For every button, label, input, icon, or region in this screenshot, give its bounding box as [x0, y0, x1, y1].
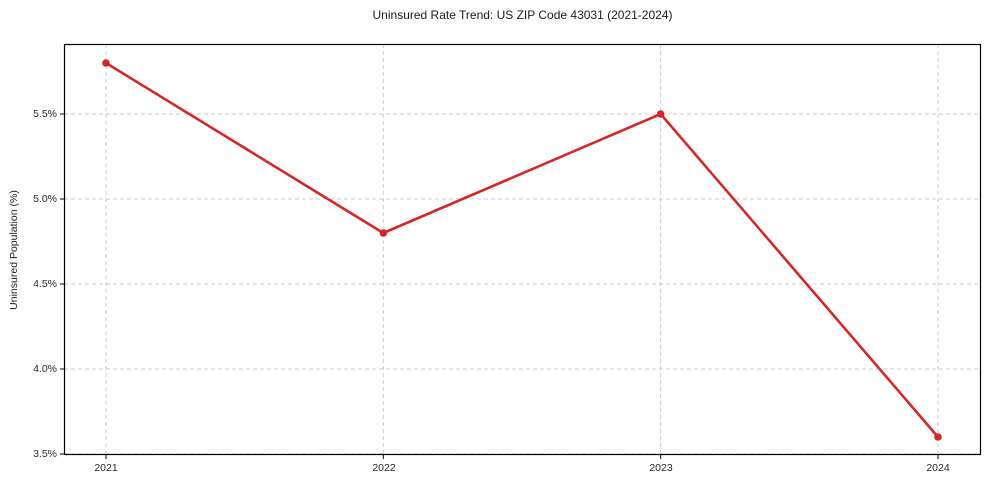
y-tick-label-5-5: 5.5%	[33, 108, 57, 120]
x-tick-label-2023: 2023	[649, 462, 673, 474]
y-axis-label: Uninsured Population (%)	[8, 190, 20, 310]
data-point-marker	[102, 59, 110, 67]
y-tick-label-3-5: 3.5%	[33, 448, 57, 460]
trend-line	[104, 61, 940, 439]
x-tick-label-2024: 2024	[926, 462, 950, 474]
y-tick-label-4-5: 4.5%	[33, 278, 57, 290]
x-tick-label-2021: 2021	[94, 462, 118, 474]
axes-border	[63, 43, 982, 456]
data-point-marker	[656, 110, 665, 118]
data-point-marker	[379, 229, 388, 237]
y-tick-label-4-0: 4.0%	[33, 363, 57, 375]
data-point-marker	[934, 433, 942, 441]
x-tick-label-2022: 2022	[372, 462, 396, 474]
chart-title: Uninsured Rate Trend: US ZIP Code 43031 …	[372, 8, 673, 22]
y-tick-label-5-0: 5.0%	[33, 193, 57, 205]
